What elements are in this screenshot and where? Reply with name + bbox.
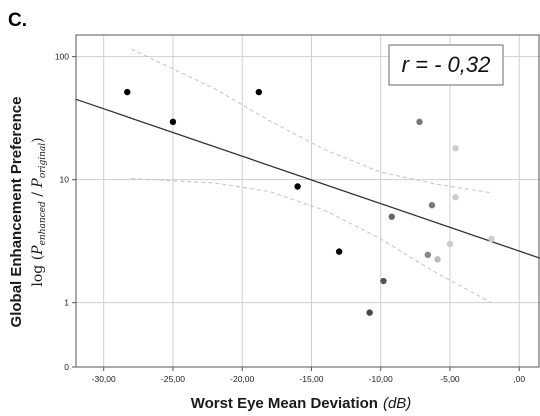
data-point (424, 251, 432, 259)
x-axis-label: Worst Eye Mean Deviation (dB) (191, 395, 412, 412)
correlation-annotation: r = - 0,32 (388, 44, 504, 86)
y-tick-label: 100 (55, 52, 69, 62)
y-axis-sublabel: log (Penhanced / Poriginal) (30, 137, 48, 286)
data-point (255, 88, 263, 96)
data-point (434, 256, 441, 263)
y-axis-label: Global Enhancement Preference (8, 97, 25, 328)
data-point (452, 145, 459, 152)
data-point (388, 213, 395, 220)
ci-upper-curve (131, 48, 492, 194)
data-point (335, 248, 343, 255)
y-tick-label: 10 (60, 175, 70, 185)
data-point (446, 240, 454, 248)
x-tick-label: -20,00 (230, 374, 254, 384)
data-point (428, 202, 436, 209)
plot-frame (75, 34, 540, 368)
data-points (124, 88, 495, 316)
x-axis-label-unit: (dB) (383, 395, 411, 412)
data-point (416, 118, 423, 126)
fit-line-group (75, 98, 540, 259)
x-tick-label: ,00 (513, 374, 525, 384)
data-point (452, 194, 459, 201)
x-tick-label: -15,00 (299, 374, 323, 384)
x-axis-ticks: -30,00 -25,00 -20,00 -15,00 -10,00 -5,00 ,00 (92, 367, 525, 384)
data-point (169, 118, 177, 126)
panel-label: C. (8, 10, 27, 31)
confidence-band (131, 48, 492, 304)
x-tick-label: -10,00 (369, 374, 393, 384)
x-tick-label: -30,00 (92, 374, 116, 384)
data-point (124, 88, 131, 96)
data-point (294, 183, 301, 190)
x-tick-label: -25,00 (161, 374, 185, 384)
data-point (380, 277, 387, 285)
fit-line (75, 98, 540, 259)
correlation-text: r = - 0,32 (402, 52, 491, 77)
data-point (488, 235, 495, 243)
data-point (366, 309, 373, 316)
y-tick-label: 1 (64, 298, 69, 308)
x-axis-label-main: Worst Eye Mean Deviation (191, 395, 378, 412)
ci-lower-curve (131, 178, 492, 304)
annotation-box (388, 44, 504, 86)
x-tick-label: -5,00 (440, 374, 460, 384)
y-tick-label: 0 (64, 362, 69, 372)
